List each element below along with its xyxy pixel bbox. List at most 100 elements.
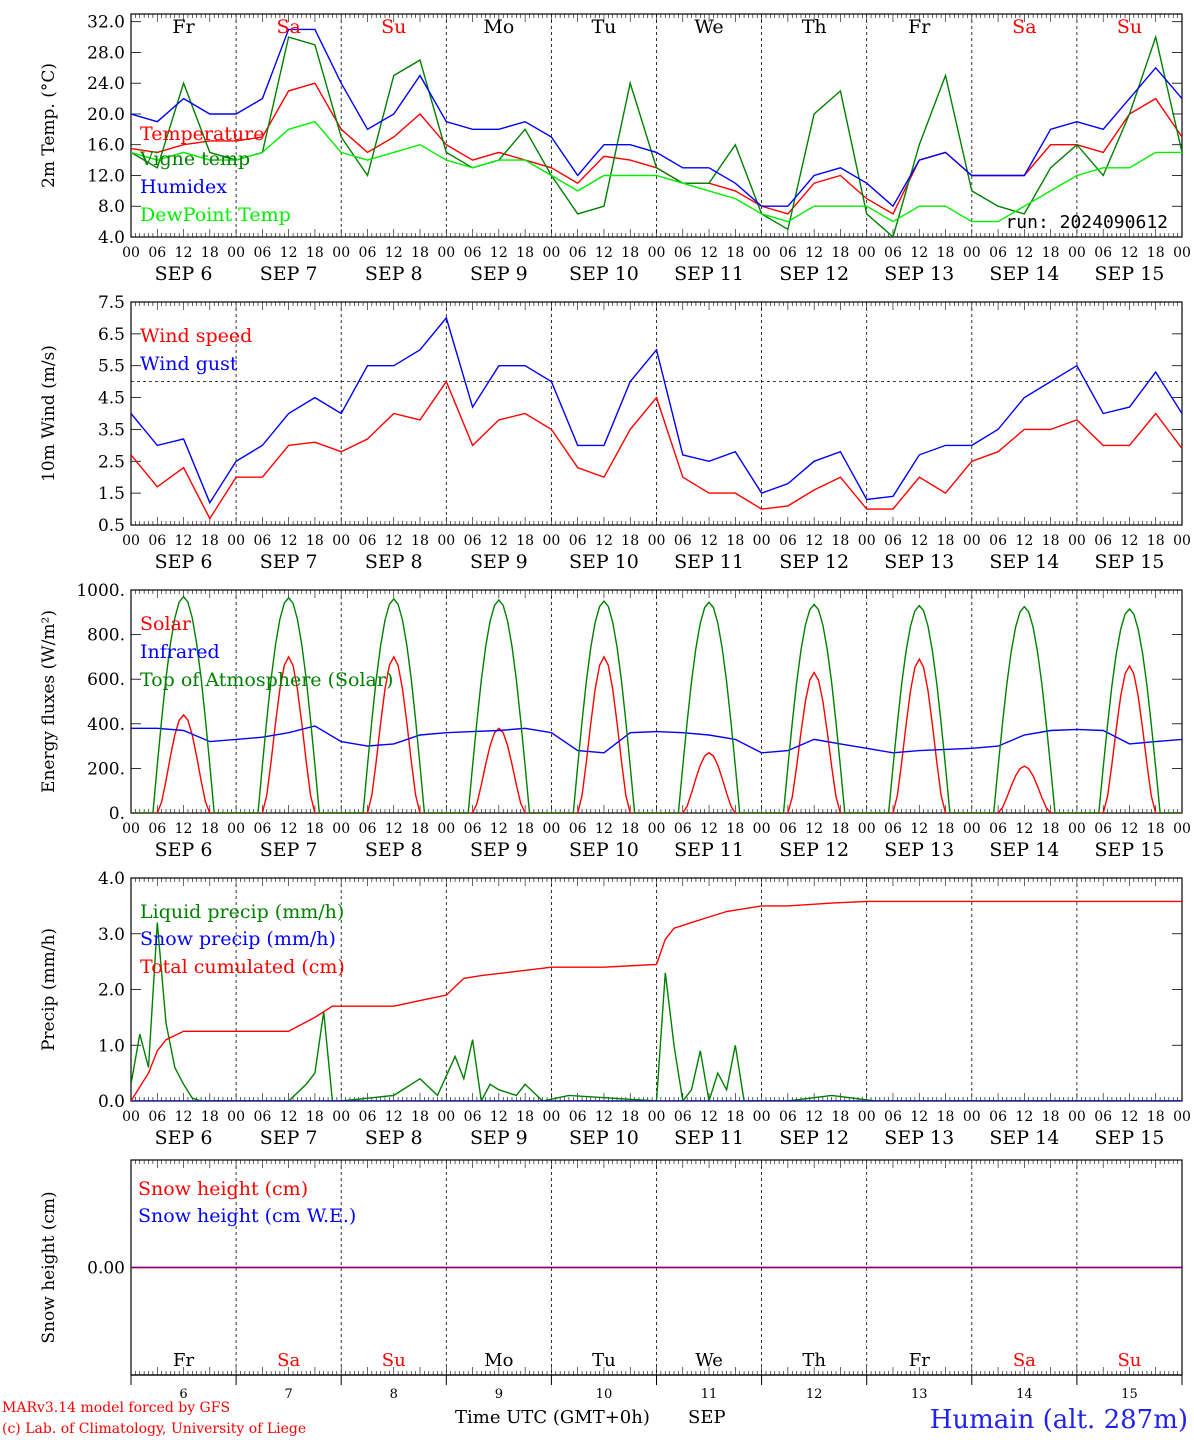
weekday-label: Sa: [1013, 1350, 1036, 1371]
hour-label: 18: [937, 533, 955, 549]
meteogram-svg: 4.08.012.016.020.024.028.032.02m Temp. (…: [0, 0, 1194, 1440]
hour-label: 06: [148, 533, 166, 549]
legend-entry: Snow height (cm): [138, 1178, 308, 1200]
weekday-label: Sa: [277, 1350, 300, 1371]
hour-label: 12: [280, 245, 298, 261]
hour-label: 06: [148, 1109, 166, 1125]
station-label: Humain (alt. 287m): [930, 1405, 1188, 1435]
hour-label: 18: [516, 821, 534, 837]
hour-label: 06: [989, 821, 1007, 837]
hour-label: 12: [175, 245, 193, 261]
hour-label: 00: [753, 1109, 771, 1125]
y-tick-label: 2.5: [98, 452, 125, 472]
y-tick-label: 600.: [87, 670, 125, 690]
hour-label: 00: [122, 533, 140, 549]
hour-label: 00: [963, 821, 981, 837]
y-tick-label: 12.0: [87, 166, 125, 186]
y-tick-label: 1000.: [76, 581, 125, 601]
hour-label: 18: [726, 1109, 744, 1125]
hour-label: 06: [569, 1109, 587, 1125]
month-label: SEP: [688, 1407, 726, 1428]
hour-label: 12: [280, 1109, 298, 1125]
legend-entry: Wind gust: [140, 353, 238, 375]
date-label: SEP 13: [884, 263, 954, 285]
y-axis-label: 2m Temp. (°C): [39, 63, 59, 188]
date-label: SEP 6: [155, 839, 213, 861]
date-label: SEP 11: [674, 551, 744, 573]
hour-label: 06: [464, 533, 482, 549]
hour-label: 12: [385, 245, 403, 261]
hour-label: 06: [884, 245, 902, 261]
hour-label: 12: [595, 245, 613, 261]
hour-label: 00: [122, 245, 140, 261]
hour-label: 00: [1173, 821, 1191, 837]
weekday-label: Th: [802, 1350, 826, 1371]
date-label: SEP 7: [260, 1127, 318, 1149]
date-label: SEP 10: [569, 551, 639, 573]
hour-label: 18: [1042, 821, 1060, 837]
date-label: SEP 11: [674, 839, 744, 861]
date-label: SEP 9: [470, 839, 528, 861]
weekday-label: Th: [802, 16, 827, 38]
hour-label: 18: [832, 821, 850, 837]
hour-label: 06: [569, 533, 587, 549]
hour-label: 18: [516, 1109, 534, 1125]
hour-label: 12: [1121, 821, 1139, 837]
weekday-label: Su: [1117, 16, 1142, 38]
legend-entry: Liquid precip (mm/h): [140, 901, 344, 923]
hour-label: 18: [726, 245, 744, 261]
hour-label: 18: [937, 245, 955, 261]
hour-label: 12: [700, 533, 718, 549]
hour-label: 06: [989, 1109, 1007, 1125]
hour-label: 06: [674, 533, 692, 549]
legend-entry: Temperature: [140, 123, 264, 145]
hour-label: 18: [832, 1109, 850, 1125]
hour-label: 06: [359, 245, 377, 261]
date-label: SEP 8: [365, 839, 423, 861]
date-label: SEP 7: [260, 839, 318, 861]
hour-label: 00: [1173, 1109, 1191, 1125]
hour-label: 12: [700, 1109, 718, 1125]
date-label: SEP 14: [989, 1127, 1059, 1149]
hour-label: 00: [858, 245, 876, 261]
hour-label: 00: [963, 533, 981, 549]
weekday-label: We: [694, 16, 723, 38]
date-label: SEP 6: [155, 1127, 213, 1149]
hour-label: 00: [1068, 245, 1086, 261]
hour-label: 18: [306, 245, 324, 261]
hour-label: 00: [753, 533, 771, 549]
hour-label: 18: [201, 533, 219, 549]
y-tick-label: 7.5: [98, 293, 125, 313]
weekday-label: Su: [381, 16, 406, 38]
hour-label: 18: [726, 533, 744, 549]
date-label: SEP 15: [1095, 263, 1165, 285]
y-tick-label: 2.0: [98, 981, 125, 1001]
hour-label: 18: [516, 245, 534, 261]
hour-label: 12: [280, 821, 298, 837]
hour-label: 06: [884, 533, 902, 549]
y-tick-label: 0.5: [98, 516, 125, 536]
hour-label: 12: [490, 821, 508, 837]
hour-label: 00: [542, 245, 560, 261]
hour-label: 18: [201, 821, 219, 837]
hour-label: 12: [1015, 245, 1033, 261]
hour-label: 12: [805, 1109, 823, 1125]
date-label: SEP 12: [779, 839, 849, 861]
hour-label: 12: [1015, 1109, 1033, 1125]
hour-label: 06: [1094, 533, 1112, 549]
meteogram: 4.0 8.0 12.0 16.0 20.0 24.0 28.0 32.0 2m Temp. (…: [0, 0, 1194, 1440]
date-label: SEP 9: [470, 551, 528, 573]
hour-label: 06: [989, 533, 1007, 549]
hour-label: 12: [385, 533, 403, 549]
date-label: SEP 11: [674, 1127, 744, 1149]
date-label: SEP 15: [1095, 839, 1165, 861]
y-tick-label: 400.: [87, 715, 125, 735]
hour-label: 06: [779, 821, 797, 837]
hour-label: 18: [937, 1109, 955, 1125]
day-number: 15: [1121, 1387, 1138, 1402]
hour-label: 06: [464, 1109, 482, 1125]
series-line-wind-speed: [131, 382, 1182, 519]
hour-label: 00: [648, 821, 666, 837]
date-label: SEP 12: [779, 1127, 849, 1149]
hour-label: 00: [332, 1109, 350, 1125]
